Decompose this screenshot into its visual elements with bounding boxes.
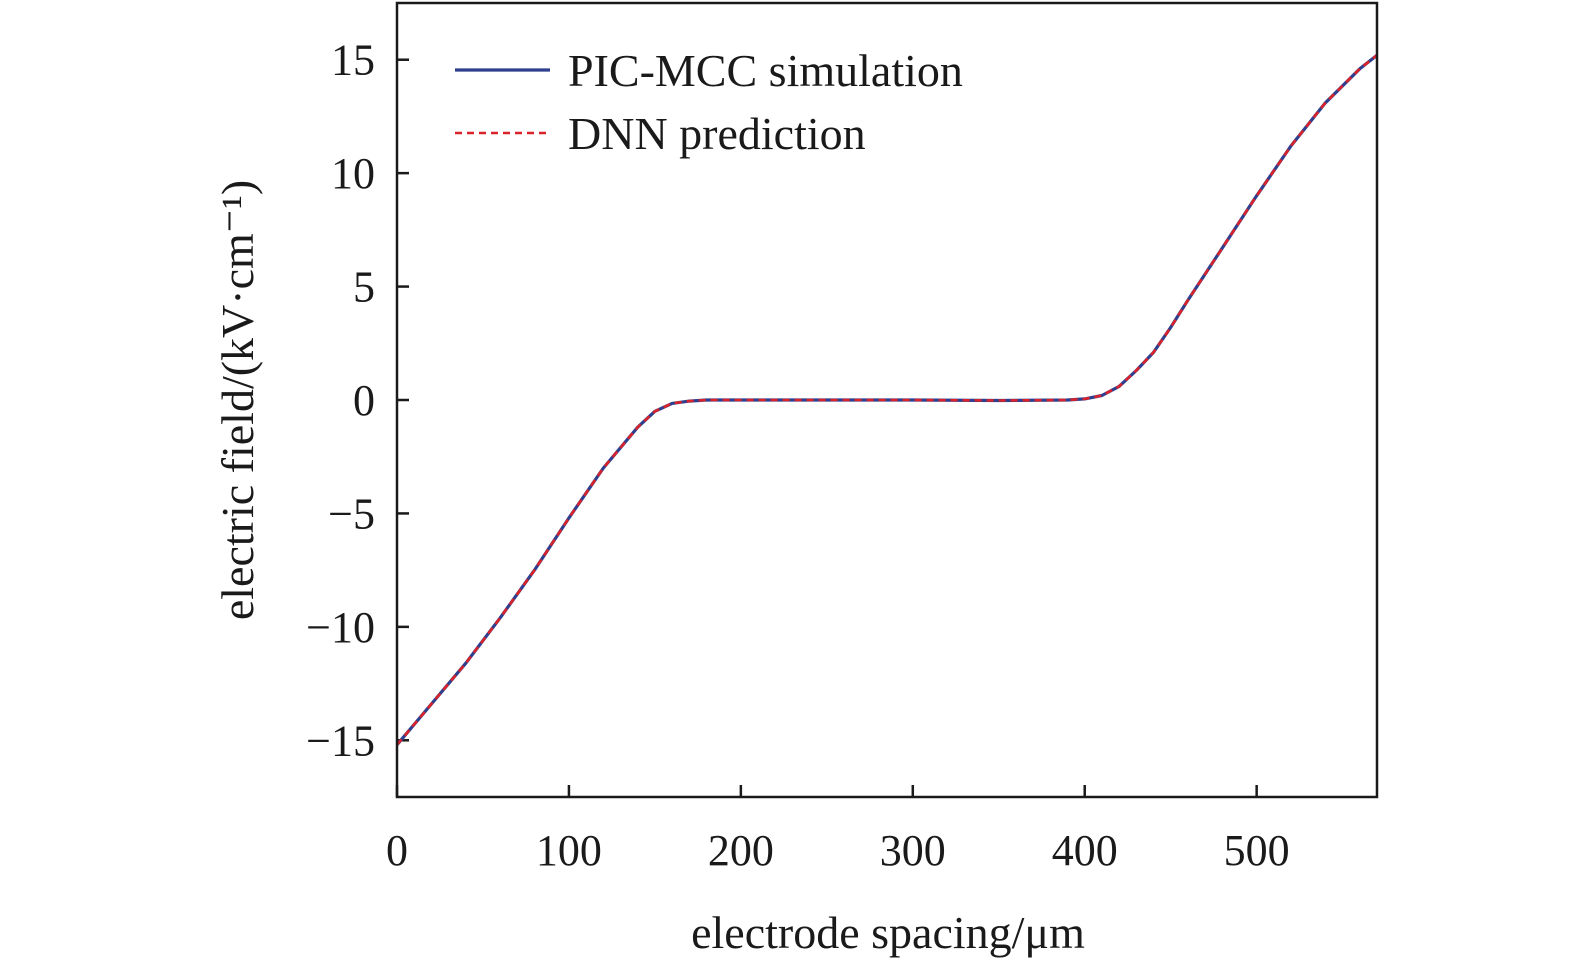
x-tick-label: 100: [536, 826, 602, 875]
x-tick-label: 300: [880, 826, 946, 875]
y-tick-label: −15: [306, 716, 375, 765]
ticks-layer: 0 100 200 300 400 500 15 10 5 0 −5 −10 −15: [306, 36, 1289, 875]
legend-label: PIC-MCC simulation: [568, 45, 963, 96]
series-lines: [395, 53, 1378, 746]
y-tick-label: 5: [353, 263, 375, 312]
legend-label: DNN prediction: [568, 108, 866, 159]
x-tick-label: 0: [386, 826, 408, 875]
legend: PIC-MCC simulation DNN prediction: [455, 45, 963, 159]
y-tick-label: 0: [353, 376, 375, 425]
series-line-pic-mcc: [395, 53, 1378, 746]
series-line-dnn: [396, 54, 1378, 746]
x-tick-label: 400: [1052, 826, 1118, 875]
y-axis-label: electric field/(kV·cm⁻¹): [212, 180, 263, 620]
y-tick-label: −10: [306, 603, 375, 652]
x-tick-label: 200: [708, 826, 774, 875]
x-axis-label: electrode spacing/μm: [691, 907, 1085, 958]
y-tick-label: −5: [328, 489, 375, 538]
y-tick-label: 15: [331, 36, 375, 85]
plot-frame: [395, 1, 1379, 799]
y-tick-label: 10: [331, 149, 375, 198]
x-tick-label: 500: [1224, 826, 1290, 875]
